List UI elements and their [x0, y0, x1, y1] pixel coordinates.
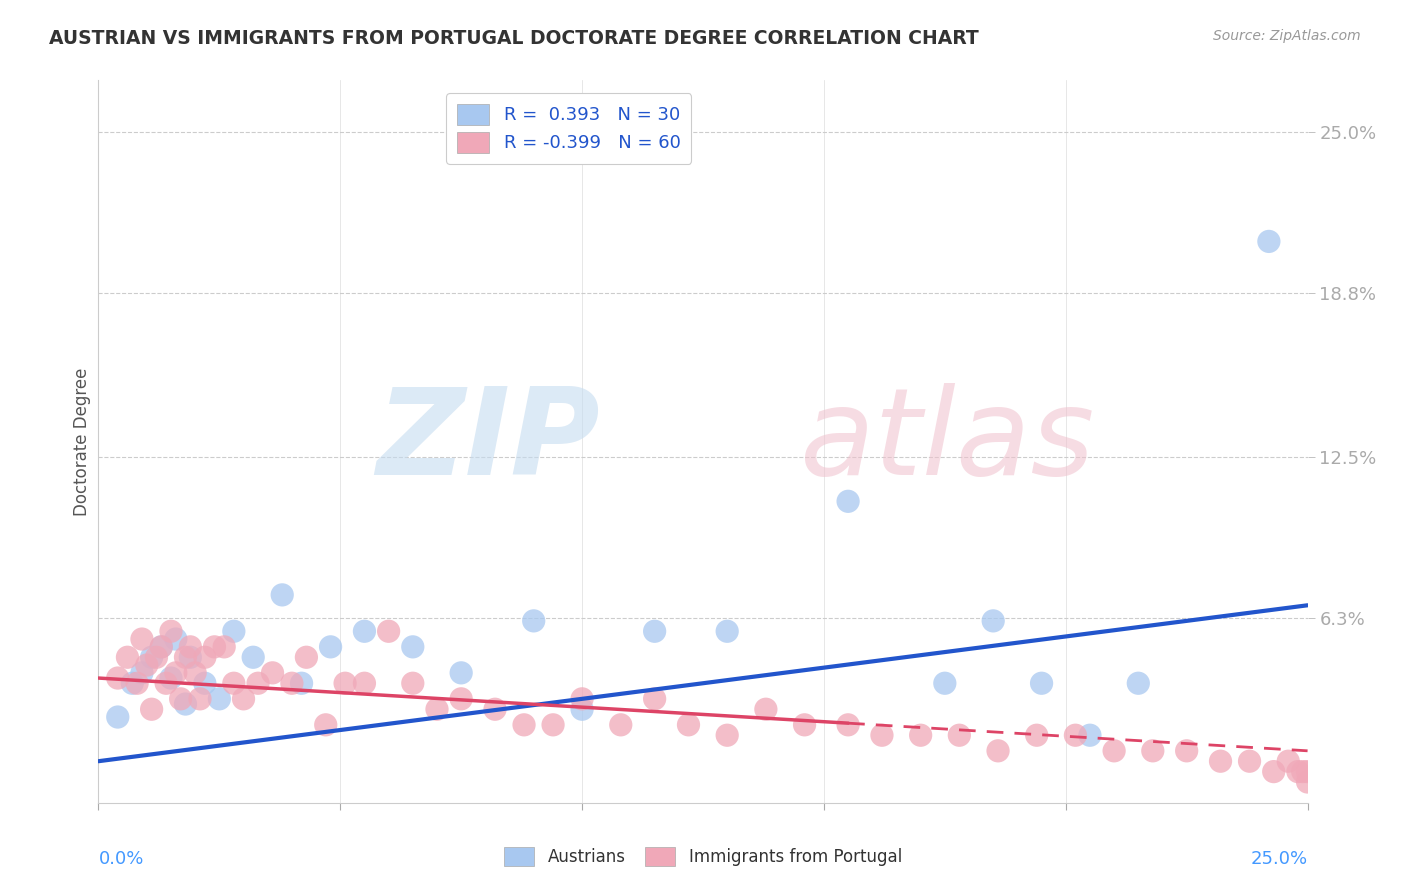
Point [1025, 728, 1047, 742]
Point [117, 650, 139, 665]
Point [121, 676, 143, 690]
Point [315, 718, 337, 732]
Point [910, 728, 932, 742]
Point [1296, 764, 1319, 779]
Point [541, 718, 564, 732]
Point [523, 614, 546, 628]
Point [222, 624, 245, 639]
Point [1286, 764, 1309, 779]
Point [184, 665, 207, 680]
Point [165, 665, 187, 680]
Point [1175, 744, 1198, 758]
Point [870, 728, 893, 742]
Point [571, 691, 593, 706]
Point [426, 702, 449, 716]
Point [141, 702, 163, 716]
Point [242, 650, 264, 665]
Point [179, 650, 201, 665]
Point [1257, 235, 1279, 249]
Point [232, 691, 254, 706]
Point [295, 650, 318, 665]
Point [160, 624, 183, 639]
Point [212, 640, 235, 654]
Legend: R =  0.393   N = 30, R = -0.399   N = 60: R = 0.393 N = 30, R = -0.399 N = 60 [446, 93, 692, 163]
Point [127, 676, 149, 690]
Point [1263, 764, 1285, 779]
Text: 25.0%: 25.0% [1250, 849, 1308, 868]
Point [107, 710, 129, 724]
Point [1277, 754, 1299, 768]
Point [160, 671, 183, 685]
Point [174, 650, 197, 665]
Point [150, 640, 173, 654]
Point [716, 624, 738, 639]
Point [948, 728, 970, 742]
Point [981, 614, 1004, 628]
Point [194, 676, 217, 690]
Point [262, 665, 284, 680]
Point [644, 624, 666, 639]
Point [1078, 728, 1101, 742]
Point [247, 676, 270, 690]
Point [194, 650, 217, 665]
Y-axis label: Doctorate Degree: Doctorate Degree [73, 368, 91, 516]
Point [934, 676, 956, 690]
Point [131, 665, 153, 680]
Point [571, 702, 593, 716]
Point [450, 691, 472, 706]
Point [222, 676, 245, 690]
Point [1296, 775, 1319, 789]
Point [271, 588, 294, 602]
Point [204, 640, 226, 654]
Point [793, 718, 815, 732]
Point [1209, 754, 1232, 768]
Point [353, 624, 375, 639]
Point [169, 691, 191, 706]
Point [319, 640, 342, 654]
Point [1292, 764, 1315, 779]
Point [1064, 728, 1087, 742]
Point [987, 744, 1010, 758]
Text: AUSTRIAN VS IMMIGRANTS FROM PORTUGAL DOCTORATE DEGREE CORRELATION CHART: AUSTRIAN VS IMMIGRANTS FROM PORTUGAL DOC… [49, 29, 979, 47]
Point [450, 665, 472, 680]
Point [135, 658, 157, 673]
Text: Source: ZipAtlas.com: Source: ZipAtlas.com [1213, 29, 1361, 43]
Point [333, 676, 356, 690]
Point [145, 650, 167, 665]
Point [353, 676, 375, 690]
Text: atlas: atlas [800, 383, 1095, 500]
Text: 0.0%: 0.0% [98, 849, 143, 868]
Point [837, 494, 859, 508]
Point [174, 697, 197, 711]
Point [755, 702, 778, 716]
Point [377, 624, 399, 639]
Point [513, 718, 536, 732]
Point [1031, 676, 1053, 690]
Point [484, 702, 506, 716]
Point [179, 640, 201, 654]
Point [678, 718, 700, 732]
Point [1128, 676, 1150, 690]
Point [716, 728, 738, 742]
Legend: Austrians, Immigrants from Portugal: Austrians, Immigrants from Portugal [498, 840, 908, 873]
Point [131, 632, 153, 646]
Point [141, 650, 163, 665]
Point [188, 691, 211, 706]
Point [837, 718, 859, 732]
Point [402, 640, 425, 654]
Point [150, 640, 173, 654]
Point [155, 676, 177, 690]
Point [1102, 744, 1125, 758]
Point [281, 676, 304, 690]
Point [107, 671, 129, 685]
Point [402, 676, 425, 690]
Point [290, 676, 312, 690]
Point [1142, 744, 1164, 758]
Point [644, 691, 666, 706]
Point [1239, 754, 1261, 768]
Point [208, 691, 231, 706]
Point [610, 718, 633, 732]
Point [165, 632, 187, 646]
Text: ZIP: ZIP [377, 383, 600, 500]
